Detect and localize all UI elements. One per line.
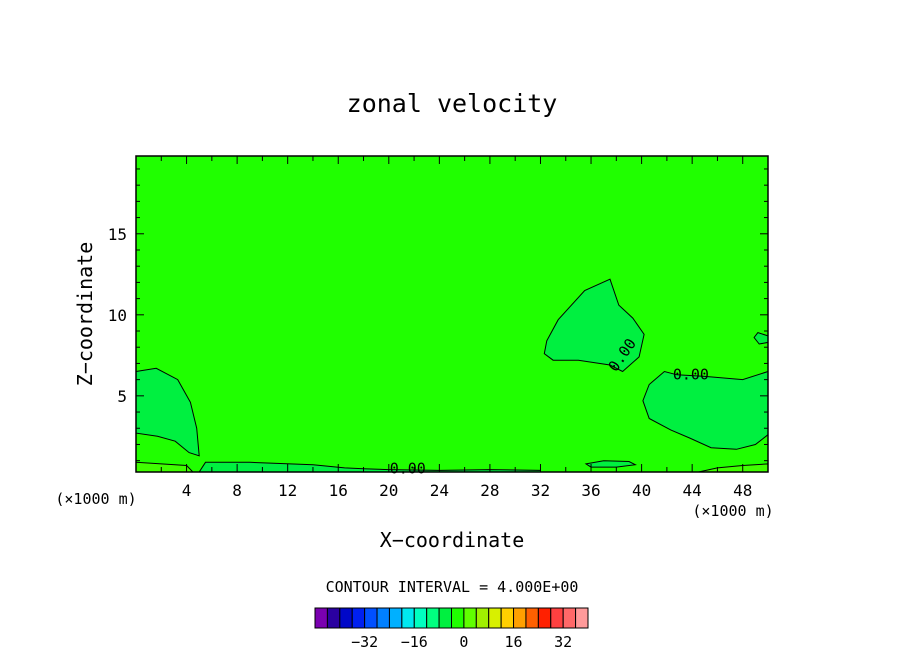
colorbar-swatch <box>537 607 552 629</box>
x-tick-label: 16 <box>329 481 348 500</box>
colorbar-swatch <box>339 607 353 629</box>
chart-title: zonal velocity <box>347 89 558 118</box>
colorbar-tick-labels: −32 −16 0 16 32 <box>351 633 572 651</box>
colorbar <box>314 607 589 629</box>
x-tick-label: 36 <box>581 481 600 500</box>
colorbar-swatch <box>513 607 527 629</box>
y-axis-ticks: 5 10 15 <box>108 168 768 462</box>
x-unit-right: (×1000 m) <box>692 502 773 520</box>
colorbar-swatch <box>451 607 465 629</box>
colorbar-swatch <box>413 607 428 629</box>
contour-region-negative-lobe-left <box>135 367 200 457</box>
x-tick-label: 32 <box>531 481 550 500</box>
plot-area: 0.00 0.000.00 4 8 12 16 20 24 28 32 36 40 44 48 5101… <box>108 155 769 500</box>
colorbar-swatch <box>562 607 577 629</box>
y-tick-label: 10 <box>108 306 127 325</box>
x-unit-left: (×1000 m) <box>55 490 136 508</box>
colorbar-tick-label: −32 <box>351 633 378 651</box>
x-tick-label: 40 <box>632 481 651 500</box>
contour-label: 0.00 <box>390 459 426 477</box>
y-tick-label: 5 <box>117 387 127 406</box>
x-tick-label: 12 <box>278 481 297 500</box>
colorbar-tick-label: −16 <box>401 633 428 651</box>
colorbar-tick-label: 0 <box>459 633 468 651</box>
contour-interval-label: CONTOUR INTERVAL = 4.000E+00 <box>326 578 579 596</box>
colorbar-swatch <box>500 607 515 629</box>
colorbar-tick-label: 16 <box>505 633 523 651</box>
colorbar-swatch <box>525 607 539 629</box>
colorbar-swatch <box>326 607 341 629</box>
x-tick-label: 44 <box>683 481 702 500</box>
colorbar-swatch <box>463 607 477 629</box>
x-tick-label: 20 <box>379 481 398 500</box>
colorbar-swatch <box>388 607 403 629</box>
colorbar-swatch <box>426 607 440 629</box>
y-tick-label: 15 <box>108 225 127 244</box>
x-tick-label: 28 <box>480 481 499 500</box>
x-axis-label: X−coordinate <box>380 528 525 552</box>
colorbar-swatch <box>314 607 328 629</box>
colorbar-swatch <box>475 607 490 629</box>
y-axis-label: Z−coordinate <box>73 242 97 387</box>
plot-frame <box>135 155 769 473</box>
colorbar-tick-label: 32 <box>554 633 572 651</box>
colorbar-swatch <box>401 607 415 629</box>
colorbar-swatch <box>550 607 564 629</box>
colorbar-swatch <box>575 607 589 629</box>
colorbar-swatch <box>351 607 366 629</box>
x-tick-label: 48 <box>733 481 752 500</box>
colorbar-swatch <box>364 607 378 629</box>
contour-region-negative-lobe-right-mid <box>543 278 645 373</box>
contour-regions <box>135 278 769 473</box>
contour-label: 0.00 <box>673 365 709 383</box>
colorbar-swatch <box>376 607 390 629</box>
x-tick-label: 24 <box>430 481 449 500</box>
colorbar-swatch <box>488 607 502 629</box>
x-axis-ticks: 4 8 12 16 20 24 28 32 36 40 44 48 <box>160 156 752 500</box>
contour-region-negative-lobe-right-low <box>642 370 769 450</box>
x-tick-label: 4 <box>182 481 192 500</box>
colorbar-swatch <box>438 607 453 629</box>
x-tick-label: 8 <box>232 481 242 500</box>
